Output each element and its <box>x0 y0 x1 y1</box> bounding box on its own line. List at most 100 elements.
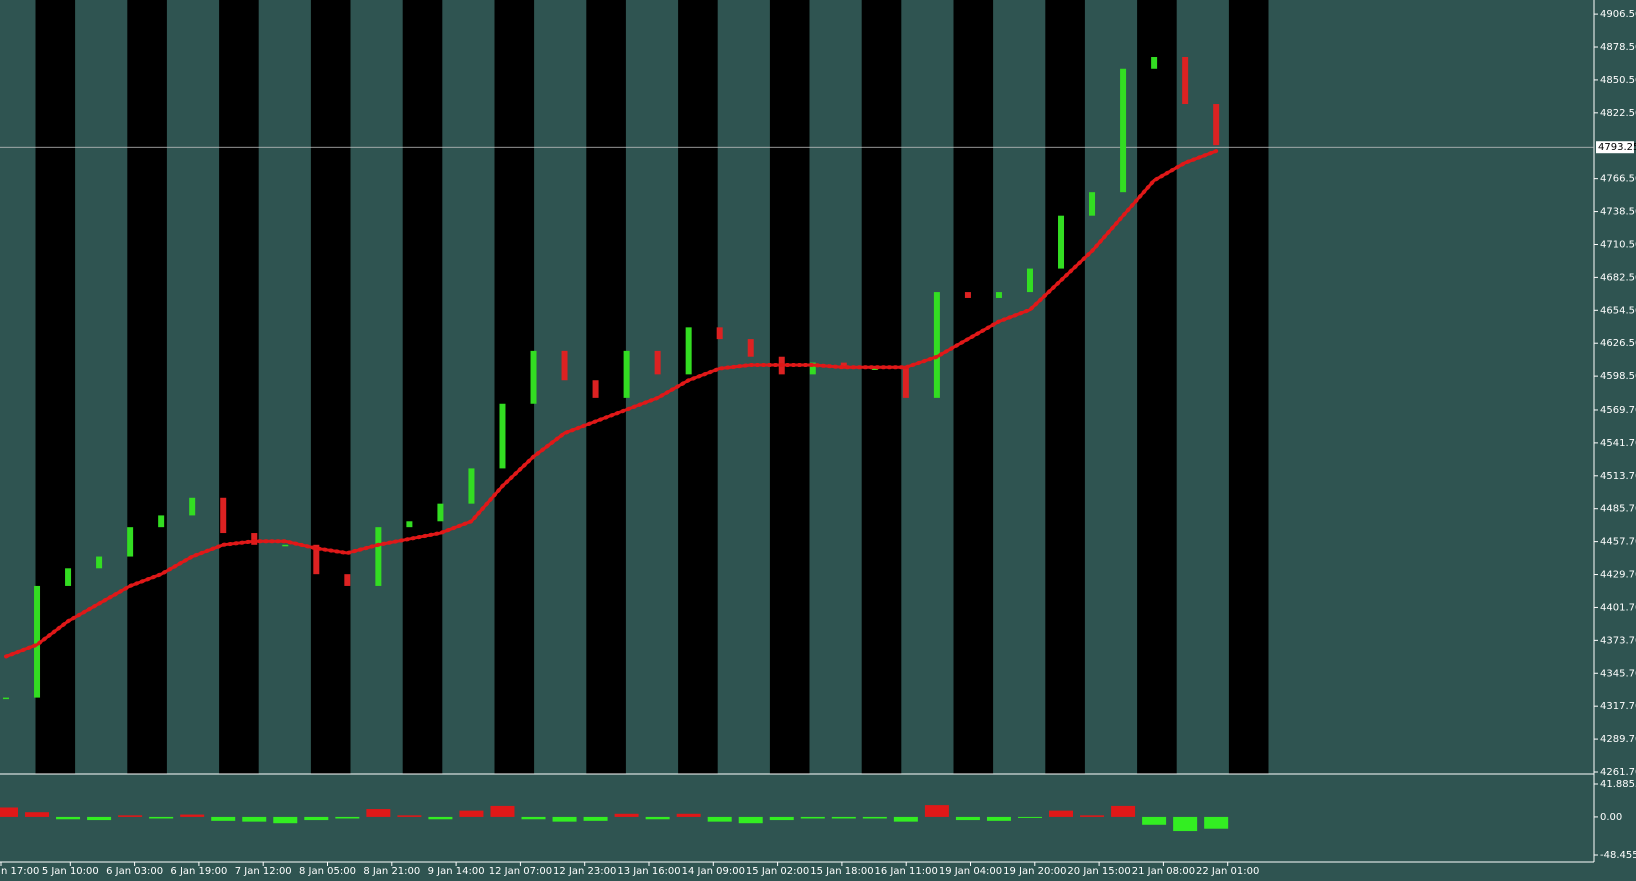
y-tick-label: 4345.70 <box>1600 668 1636 679</box>
histogram-bar <box>459 810 484 817</box>
x-tick-label: 12 Jan 23:00 <box>553 866 616 877</box>
histogram-bar <box>1204 816 1229 829</box>
y-tick-label: 4766.50 <box>1600 174 1636 185</box>
candle <box>902 368 909 398</box>
candle <box>251 533 258 545</box>
session-stripe <box>35 0 76 774</box>
x-tick-label: 12 Jan 07:00 <box>489 866 552 877</box>
histogram-bar <box>521 816 546 820</box>
histogram-bar <box>242 816 267 822</box>
x-tick-label: 5 Jan 10:00 <box>42 866 99 877</box>
candle <box>1151 57 1158 69</box>
x-tick-label: 8 Jan 21:00 <box>363 866 420 877</box>
histogram-bar <box>490 805 515 817</box>
session-stripe <box>1137 0 1177 774</box>
candle <box>96 556 103 569</box>
histogram-bar <box>800 816 825 819</box>
x-tick-label: 19 Jan 20:00 <box>1003 866 1066 877</box>
session-stripe <box>402 0 443 774</box>
candle <box>685 327 692 375</box>
y-tick-label: 4710.50 <box>1600 239 1636 250</box>
candle <box>1089 192 1096 216</box>
y-tick-label: 4541.70 <box>1600 438 1636 449</box>
price-label: 4793.25 <box>1598 142 1636 153</box>
session-stripe <box>861 0 902 774</box>
x-tick-label: 7 Jan 12:00 <box>235 866 292 877</box>
candle <box>592 380 599 398</box>
candle <box>127 527 134 557</box>
histogram-bar <box>769 816 794 821</box>
candle <box>3 697 9 700</box>
session-stripe <box>310 0 351 774</box>
histogram-bar <box>428 816 453 820</box>
session-stripe <box>219 0 259 774</box>
y-tick-label: 4373.70 <box>1600 635 1636 646</box>
y-tick-label: 4626.50 <box>1600 338 1636 349</box>
histogram-bar <box>211 816 236 821</box>
histogram-bar <box>366 809 391 817</box>
histogram-bar <box>893 816 918 822</box>
candle <box>840 362 847 369</box>
y-tick-label: 4850.50 <box>1600 75 1636 86</box>
x-tick-label: 13 Jan 16:00 <box>617 866 680 877</box>
session-stripe <box>1045 0 1085 774</box>
y-tick-label: 4682.50 <box>1600 272 1636 283</box>
candle <box>158 515 165 528</box>
histogram-bar <box>273 816 298 824</box>
y-tick-label: 4738.50 <box>1600 207 1636 218</box>
x-tick-label: 19 Jan 04:00 <box>939 866 1002 877</box>
y-tick-label: 4822.50 <box>1600 108 1636 119</box>
y-tick-label: 4261.70 <box>1600 767 1636 778</box>
x-tick-label: 15 Jan 02:00 <box>746 866 809 877</box>
y-tick-label: 4654.50 <box>1600 305 1636 316</box>
candle <box>871 368 878 370</box>
y-tick-label: 4569.70 <box>1600 405 1636 416</box>
y-tick-label: 4289.70 <box>1600 734 1636 745</box>
candle <box>189 497 196 516</box>
histogram-bar <box>56 816 81 820</box>
candle <box>344 574 351 586</box>
x-tick-label: 6 Jan 19:00 <box>170 866 227 877</box>
histogram-bar <box>676 813 701 817</box>
y-tick-label: 4401.70 <box>1600 602 1636 613</box>
histogram-bar <box>149 816 174 819</box>
histogram-bar <box>707 816 732 822</box>
histogram-bar <box>87 816 112 821</box>
x-tick-label: 6 Jan 03:00 <box>106 866 163 877</box>
moving-average-core <box>5 149 1217 658</box>
histogram-bar <box>397 815 422 817</box>
histogram-bar <box>1049 810 1074 817</box>
candle <box>1058 215 1065 269</box>
histogram-bar <box>1017 816 1042 818</box>
x-tick-label: 20 Jan 15:00 <box>1067 866 1130 877</box>
candle <box>561 350 568 381</box>
candle <box>747 339 754 357</box>
y-tick-label: 4598.50 <box>1600 371 1636 382</box>
x-tick-label: 9 Jan 14:00 <box>428 866 485 877</box>
histogram-bar <box>180 814 205 817</box>
histogram-bar <box>862 816 887 819</box>
histogram-bar <box>583 816 608 821</box>
session-stripe <box>953 0 994 774</box>
histogram-bar <box>1173 816 1198 832</box>
candle <box>34 585 41 698</box>
session-stripe <box>1228 0 1269 774</box>
session-stripe <box>586 0 626 774</box>
histogram-bar <box>614 813 639 817</box>
histogram-bar <box>924 805 949 817</box>
candle <box>1182 57 1189 105</box>
candle <box>1026 268 1033 293</box>
candle <box>437 503 444 522</box>
candle <box>716 327 723 340</box>
histogram-bar <box>552 816 577 822</box>
candle <box>65 568 72 586</box>
candle <box>468 468 475 504</box>
session-stripe <box>127 0 167 774</box>
histogram-bar <box>1111 805 1136 817</box>
session-stripe <box>494 0 535 774</box>
histogram-bar <box>955 816 980 821</box>
candle <box>375 527 382 586</box>
histogram-bar <box>118 815 143 817</box>
x-tick-label: 16 Jan 11:00 <box>875 866 938 877</box>
